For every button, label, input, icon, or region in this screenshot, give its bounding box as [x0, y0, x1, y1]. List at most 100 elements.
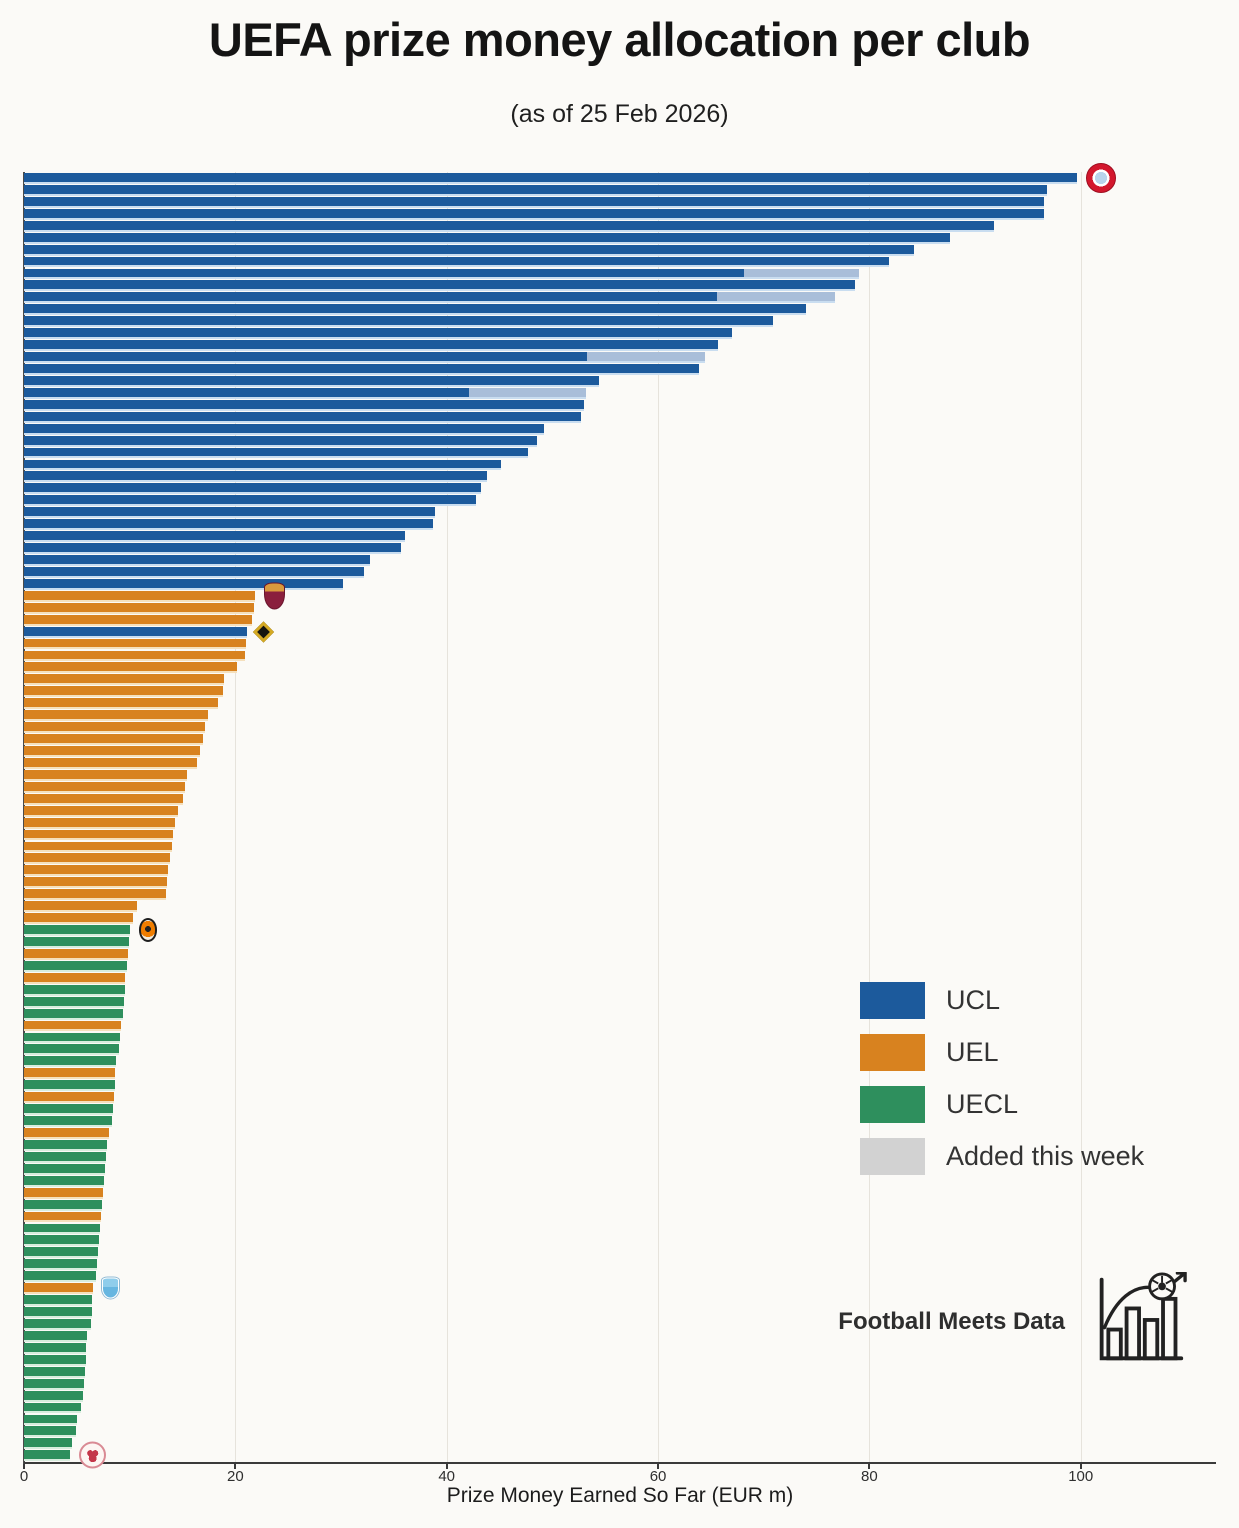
- bar-row-83-uecl: [24, 1151, 1216, 1163]
- prize-bar: [24, 769, 187, 781]
- bar-segment-uecl: [24, 1008, 124, 1018]
- bar-row-69-uecl: [24, 984, 1216, 996]
- prize-bar: [24, 399, 585, 411]
- bar-segment-added-this-week: [717, 292, 835, 302]
- shakhtar-club-badge-icon: [138, 918, 157, 943]
- bar-segment-uel: [24, 710, 208, 720]
- prize-bar: [24, 244, 914, 256]
- bar-segment-ucl: [24, 543, 402, 552]
- legend-label-uecl: UECL: [946, 1089, 1019, 1119]
- bar-segment-ucl: [24, 447, 529, 457]
- x-axis-spine: [24, 1462, 1216, 1464]
- prize-bar: [24, 1163, 106, 1175]
- prize-bar: [24, 1116, 112, 1127]
- legend-item-added: Added this week: [860, 1138, 1144, 1175]
- bar-segment-uel: [24, 972, 126, 982]
- legend-swatch-added: [860, 1138, 925, 1175]
- x-axis-title: Prize Money Earned So Far (EUR m): [446, 1484, 794, 1507]
- bar-row-40-uel: [24, 638, 1216, 650]
- bar-segment-uecl: [24, 1259, 97, 1269]
- bar-segment-uecl: [24, 1151, 107, 1161]
- bar-row-10-ucl: [24, 279, 1216, 292]
- bar-row-58-uel: [24, 852, 1216, 865]
- bar-segment-uel: [24, 913, 133, 923]
- prize-bar: [24, 972, 126, 984]
- prize-bar: [24, 507, 436, 519]
- bar-row-72-uel: [24, 1020, 1216, 1032]
- bar-segment-uel: [24, 638, 246, 648]
- bar-row-97-uecl: [24, 1318, 1216, 1330]
- prize-bar: [24, 316, 774, 328]
- bar-row-85-uecl: [24, 1175, 1216, 1187]
- bar-segment-uel: [24, 1020, 122, 1030]
- bar-row-52-uel: [24, 781, 1216, 793]
- bar-segment-ucl: [24, 423, 544, 433]
- bar-segment-ucl: [24, 435, 537, 445]
- x-tick-mark-80: [868, 1464, 871, 1469]
- bar-segment-uecl: [24, 1163, 106, 1173]
- prize-bar: [24, 519, 433, 531]
- bar-segment-uel: [24, 662, 238, 672]
- bar-row-78-uel: [24, 1091, 1216, 1104]
- prize-bar: [24, 817, 176, 829]
- bar-segment-ucl: [24, 220, 995, 230]
- prize-bar: [24, 1414, 77, 1426]
- x-tick-mark-0: [23, 1464, 25, 1469]
- bar-row-15-ucl: [24, 339, 1216, 352]
- prize-bar: [24, 877, 167, 889]
- prize-bar: [24, 423, 544, 435]
- bar-segment-uecl: [24, 1414, 77, 1424]
- gridline-x-40: [446, 172, 448, 1462]
- bar-segment-uel: [24, 865, 168, 875]
- prize-bar: [24, 447, 529, 459]
- prize-bar: [24, 662, 238, 674]
- bar-row-86-uel: [24, 1187, 1216, 1199]
- bar-row-44-uel: [24, 685, 1216, 698]
- prize-bar: [24, 495, 477, 507]
- bar-segment-uel: [24, 1128, 109, 1137]
- prize-bar: [24, 1295, 92, 1307]
- bar-row-102-uecl: [24, 1378, 1216, 1390]
- bar-row-92-uecl: [24, 1258, 1216, 1271]
- bar-row-107-uecl: [24, 1437, 1216, 1450]
- bar-row-30-ucl: [24, 518, 1216, 531]
- prize-bar: [24, 925, 130, 936]
- bar-segment-ucl: [24, 244, 914, 254]
- bar-segment-uel: [24, 817, 176, 827]
- bar-segment-uecl: [24, 1295, 92, 1305]
- bar-segment-uel: [24, 734, 203, 743]
- bar-segment-uel: [24, 853, 170, 863]
- bar-segment-uel: [24, 1211, 102, 1221]
- bar-row-17-ucl: [24, 363, 1216, 375]
- prize-bar: [24, 674, 224, 686]
- bar-row-75-uecl: [24, 1055, 1216, 1068]
- legend: UCL UEL UECL Added this week: [860, 982, 1144, 1190]
- bar-segment-uecl: [24, 1116, 112, 1125]
- bar-segment-ucl: [24, 411, 581, 421]
- bar-row-48-uel: [24, 733, 1216, 745]
- bar-row-54-uel: [24, 805, 1216, 817]
- prize-bar: [24, 292, 835, 304]
- bar-segment-ucl: [24, 507, 436, 517]
- bar-segment-uel: [24, 686, 223, 696]
- prize-bar: [24, 1247, 98, 1259]
- bar-segment-uecl: [24, 1450, 71, 1460]
- bar-row-2-ucl: [24, 184, 1216, 196]
- bar-row-49-uel: [24, 745, 1216, 757]
- bar-segment-uecl: [24, 1330, 88, 1340]
- legend-item-uecl: UECL: [860, 1086, 1144, 1123]
- prize-bar: [24, 1342, 87, 1354]
- bar-segment-uel: [24, 1283, 93, 1293]
- bar-segment-uecl: [24, 1354, 87, 1364]
- bar-segment-uel: [24, 805, 179, 815]
- bar-row-5-ucl: [24, 220, 1216, 232]
- bar-segment-uel: [24, 901, 138, 911]
- prize-bar: [24, 268, 859, 280]
- bar-row-28-ucl: [24, 494, 1216, 507]
- bar-segment-uecl: [24, 1342, 87, 1352]
- bar-segment-added-this-week: [587, 352, 705, 361]
- bar-row-106-uecl: [24, 1425, 1216, 1438]
- legend-label-ucl: UCL: [946, 985, 1001, 1015]
- prize-bar: [24, 1307, 92, 1318]
- bar-segment-uel: [24, 793, 183, 803]
